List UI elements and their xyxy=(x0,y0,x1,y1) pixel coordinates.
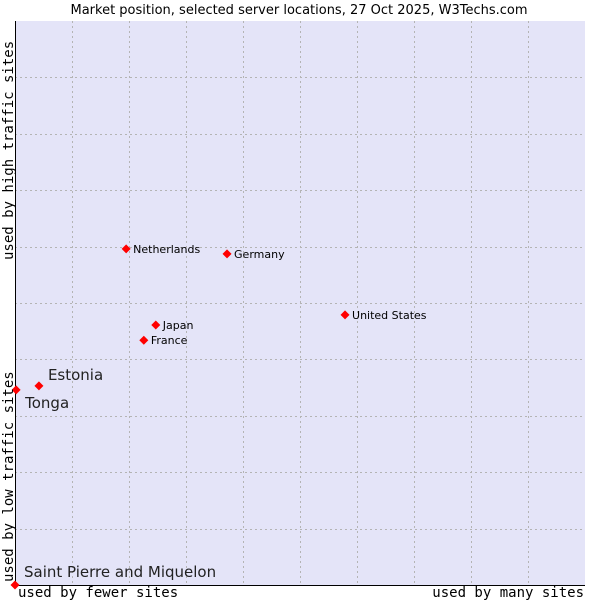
point-label: United States xyxy=(352,309,427,322)
point-label: Japan xyxy=(162,319,194,332)
x-label-high: used by many sites xyxy=(432,585,584,600)
y-label-low: used by low traffic sites xyxy=(1,371,17,582)
data-point xyxy=(34,381,44,391)
data-point xyxy=(222,249,232,259)
chart-title: Market position, selected server locatio… xyxy=(70,3,527,18)
data-point xyxy=(10,580,20,590)
data-point xyxy=(151,320,161,330)
point-label: Tonga xyxy=(24,394,69,412)
point-label: Saint Pierre and Miquelon xyxy=(24,563,216,581)
point-label: Germany xyxy=(234,248,285,261)
point-label: France xyxy=(151,334,188,347)
data-point xyxy=(11,385,21,395)
point-label: Netherlands xyxy=(133,243,200,256)
data-point xyxy=(139,335,149,345)
points: Netherlands Germany United States Japan Fran… xyxy=(10,243,427,590)
x-label-low: used by fewer sites xyxy=(18,585,178,600)
grid xyxy=(15,21,585,585)
point-label: Estonia xyxy=(48,366,103,384)
data-point xyxy=(121,244,131,254)
y-label-high: used by high traffic sites xyxy=(1,41,17,260)
data-point xyxy=(340,310,350,320)
